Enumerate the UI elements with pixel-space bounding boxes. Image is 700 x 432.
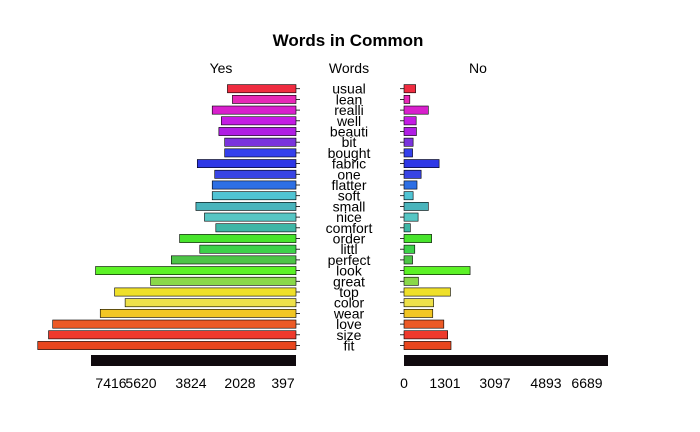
yes-bar-comfort [215,223,297,233]
word-label-fabric: fabric [332,156,366,172]
no-bar-beauti [403,127,417,136]
no-bar-color [403,298,434,308]
yes-bars-group [37,84,297,350]
word-label-top: top [339,284,359,300]
word-label-order: order [333,231,366,247]
word-label-size: size [337,327,362,343]
no-bars-group [403,84,471,350]
no-bar-perfect [403,255,413,265]
word-label-nice: nice [336,209,362,225]
no-bar-comfort [403,223,411,233]
yes-bar-one [214,169,297,179]
no-bar-flatter [403,180,418,190]
yes-bar-wear [99,308,297,318]
word-labels-group: fitsizelovewearcolortopgreatlookperfectl… [326,81,373,354]
no-bar-look [403,266,471,275]
yes-bar-flatter [211,180,297,190]
no-bar-lean [403,95,411,104]
no-axis-tick-label: 0 [400,375,408,391]
tick-marks-group [296,88,404,346]
yes-bar-perfect [171,255,297,265]
yes-bar-usual [227,84,297,94]
no-axis-ticks: 0 1301 3097 4893 6689 [400,375,603,391]
no-bar-wear [403,308,434,318]
no-bar-love [403,319,445,329]
yes-bar-bought [224,148,297,158]
chart-title: Words in Common [273,31,424,50]
no-bar-great [403,276,419,286]
no-axis-tick-label: 1301 [429,375,460,391]
yes-panel-label: Yes [210,60,233,76]
no-bar-usual [403,84,416,94]
no-bar-size [403,330,448,340]
yes-axis-tick-label: 7416 [95,375,126,391]
no-bar-fit [403,341,452,350]
no-bar-fabric [403,159,440,168]
no-bar-well [403,116,417,126]
word-label-color: color [334,295,365,311]
yes-bar-realli [211,105,297,115]
yes-bar-well [221,116,297,126]
no-bar-small [403,202,429,211]
yes-bar-lean [232,95,297,104]
yes-bar-great [150,276,297,286]
yes-bar-fit [37,341,297,350]
yes-bar-look [95,266,297,275]
word-label-great: great [333,273,365,289]
word-label-look: look [336,263,363,279]
yes-bar-love [52,319,297,329]
yes-bar-small [195,202,297,211]
word-label-one: one [337,166,361,182]
word-label-soft: soft [338,188,361,204]
no-bar-bit [403,137,414,147]
word-label-beauti: beauti [330,124,368,140]
yes-axis-tick-label: 2028 [224,375,255,391]
yes-bar-order [179,234,297,243]
yes-axis-tick-label: 5620 [125,375,156,391]
no-axis-tick-label: 6689 [571,375,602,391]
no-bar-order [403,234,432,243]
yes-bar-littl [199,244,297,254]
yes-bar-top [114,287,297,297]
yes-bar-fabric [196,159,297,168]
yes-axis-tick-label: 397 [271,375,295,391]
word-label-small: small [333,198,366,214]
yes-bar-color [124,298,297,308]
word-label-flatter: flatter [331,177,366,193]
no-panel-label: No [469,60,487,76]
no-bar-soft [403,191,414,201]
no-axis-tick-label: 4893 [530,375,561,391]
no-bar-nice [403,212,419,222]
word-label-realli: realli [334,102,364,118]
yes-bar-bit [224,137,297,147]
yes-bar-size [48,330,297,340]
no-bar-one [403,169,422,179]
word-label-bit: bit [342,134,357,150]
yes-bar-nice [204,212,297,222]
yes-axis-scale-bar [91,355,296,366]
no-bar-top [403,287,451,297]
word-label-perfect: perfect [328,252,371,268]
word-label-love: love [336,316,362,332]
word-label-comfort: comfort [326,220,373,236]
word-label-usual: usual [332,81,365,97]
word-label-well: well [336,113,361,129]
words-column-label: Words [329,60,369,76]
no-bar-bought [403,148,413,158]
word-label-fit: fit [344,338,355,354]
yes-bar-soft [211,191,297,201]
yes-bar-beauti [218,127,297,136]
word-label-wear: wear [333,305,365,321]
no-axis-tick-label: 3097 [479,375,510,391]
no-axis-scale-bar [404,355,608,366]
word-label-bought: bought [328,145,371,161]
word-label-lean: lean [336,91,362,107]
yes-axis-tick-label: 3824 [175,375,206,391]
no-bar-realli [403,105,429,115]
word-label-littl: littl [340,241,357,257]
no-bar-littl [403,244,416,254]
